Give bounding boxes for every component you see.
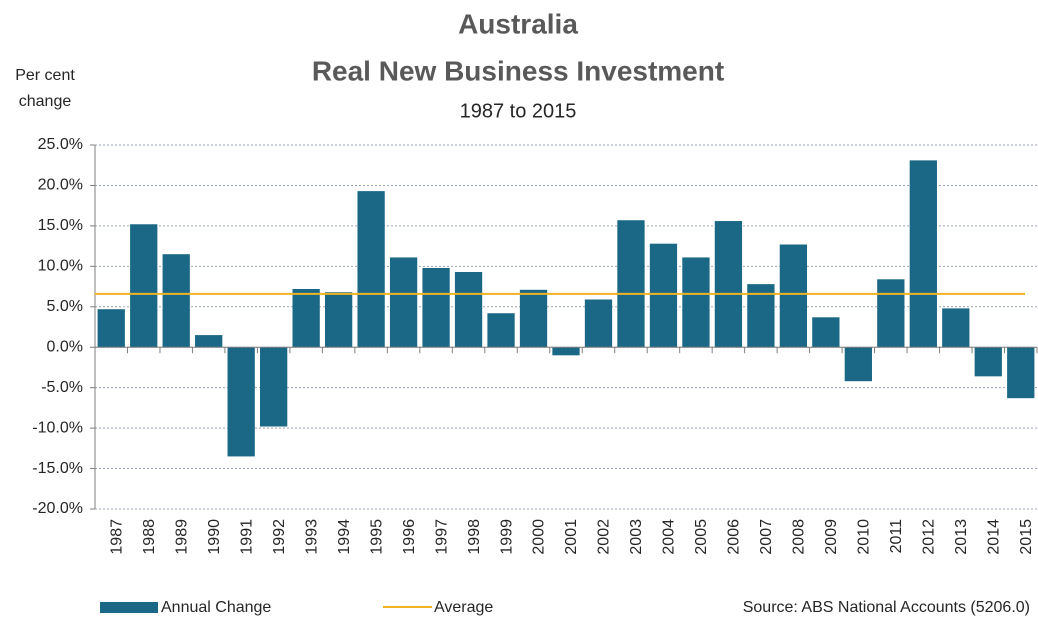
bar xyxy=(1007,347,1035,399)
bar xyxy=(195,335,223,348)
x-tick-label: 2009 xyxy=(823,519,840,555)
legend-label: Annual Change xyxy=(161,599,271,616)
x-tick-label: 1989 xyxy=(173,519,190,555)
y-tick-label: -5.0% xyxy=(41,379,83,396)
bar xyxy=(162,254,190,348)
x-tick-label: 2015 xyxy=(1018,519,1035,555)
x-tick-label: 1991 xyxy=(238,519,255,555)
y-tick-label: 20.0% xyxy=(38,177,83,194)
y-tick-label: -20.0% xyxy=(32,500,83,517)
x-tick-label: 1999 xyxy=(498,519,515,555)
bar xyxy=(97,309,125,348)
bar xyxy=(584,299,613,348)
bar xyxy=(779,244,808,348)
x-tick-label: 1992 xyxy=(271,519,288,555)
bar xyxy=(552,347,580,356)
bar xyxy=(844,347,872,382)
x-tick-label: 1995 xyxy=(368,519,385,555)
bar xyxy=(389,257,418,348)
x-tick-label: 2001 xyxy=(563,519,580,555)
x-tick-label: 2006 xyxy=(726,519,743,555)
bar xyxy=(357,191,385,348)
bar xyxy=(130,224,158,348)
y-axis-label: change xyxy=(19,93,72,110)
chart-subtitle: 1987 to 2015 xyxy=(460,100,577,122)
bar xyxy=(324,292,353,348)
bar xyxy=(292,288,320,348)
chart-title: Real New Business Investment xyxy=(312,55,724,86)
y-tick-label: 10.0% xyxy=(38,258,83,275)
bar xyxy=(812,317,840,348)
bar xyxy=(454,271,483,348)
y-tick-label: 15.0% xyxy=(38,217,83,234)
x-tick-label: 2010 xyxy=(856,519,873,555)
x-tick-label: 2002 xyxy=(596,519,613,555)
y-axis-label: Per cent xyxy=(15,67,75,84)
y-tick-label: 5.0% xyxy=(47,298,83,315)
bar xyxy=(942,308,970,348)
bar xyxy=(260,347,288,427)
x-tick-label: 2007 xyxy=(758,519,775,555)
x-tick-label: 2011 xyxy=(888,519,905,554)
y-tick-label: 0.0% xyxy=(47,338,83,355)
bar xyxy=(877,279,905,348)
y-tick-label: -15.0% xyxy=(32,460,83,477)
bar xyxy=(682,257,710,348)
x-tick-label: 2008 xyxy=(791,519,808,555)
bar xyxy=(714,221,743,348)
x-tick-label: 1988 xyxy=(141,519,158,555)
x-tick-label: 2014 xyxy=(985,519,1002,555)
x-tick-label: 2004 xyxy=(661,519,678,555)
bar xyxy=(422,267,450,348)
x-tick-label: 1993 xyxy=(303,519,320,555)
x-tick-label: 2005 xyxy=(693,519,710,555)
source: Source: ABS National Accounts (5206.0) xyxy=(743,599,1030,616)
x-tick-label: 2013 xyxy=(953,519,970,555)
y-tick-label: 25.0% xyxy=(38,136,83,153)
x-tick-label: 2003 xyxy=(628,519,645,555)
bar xyxy=(649,243,678,348)
bar xyxy=(909,160,937,348)
x-tick-label: 2012 xyxy=(921,519,938,555)
bar xyxy=(227,347,255,457)
x-tick-label: 1990 xyxy=(206,519,223,555)
bar xyxy=(519,289,548,348)
x-tick-label: 2000 xyxy=(531,519,548,555)
bar xyxy=(974,347,1002,377)
x-tick-label: 1998 xyxy=(466,519,483,555)
x-tick-label: 1994 xyxy=(336,519,353,555)
x-tick-label: 1997 xyxy=(433,519,450,555)
x-tick-label: 1987 xyxy=(108,519,125,555)
bar xyxy=(617,220,645,348)
chart-title: Australia xyxy=(458,8,578,39)
legend-label: Average xyxy=(434,599,493,616)
bar xyxy=(487,313,515,348)
y-tick-label: -10.0% xyxy=(32,419,83,436)
x-tick-label: 1996 xyxy=(401,519,418,555)
legend-swatch xyxy=(100,602,158,613)
